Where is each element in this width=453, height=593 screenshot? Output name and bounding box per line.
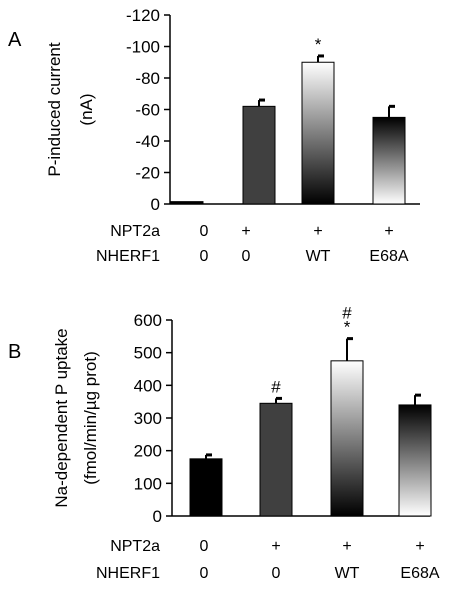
bar-b-1 [259,402,293,517]
panel-label-b: B [8,341,21,363]
y-tick-label-a-1: -20 [135,164,160,183]
condition-value-b-0-0: 0 [200,538,209,555]
y-tick-label-a-2: -40 [135,132,160,151]
significance-mark-b-2-1: * [344,318,351,337]
y-tick-label-a-3: -60 [135,101,160,120]
bar-a-0 [170,201,204,205]
condition-value-a-1-3: E68A [369,248,408,265]
y-tick-label-b-2: 200 [134,442,162,461]
condition-value-a-0-3: + [384,223,393,240]
y-tick-label-a-0: 0 [151,195,160,214]
condition-label-a-1: NHERF1 [96,248,160,265]
condition-value-a-1-0: 0 [200,248,209,265]
bar-b-0 [189,458,223,517]
y-tick-label-b-5: 500 [134,344,162,363]
y-axis-title-b: Na-dependent P uptake [52,328,71,507]
panel-a-chart: A 0 -20 -40 -60 -80 -100 -120 P-induced current (… [8,6,420,265]
significance-mark-a-2-0: * [315,35,322,54]
condition-value-a-0-1: + [241,223,250,240]
bar-a-3 [372,116,406,205]
bar-a-1 [242,105,276,205]
condition-label-b-1: NHERF1 [96,565,160,582]
bar-a-2 [301,61,335,205]
condition-value-a-0-2: + [313,223,322,240]
condition-value-b-1-0: 0 [200,565,209,582]
bar-b-2 [330,360,364,517]
y-axis-unit-a: (nA) [77,93,96,125]
condition-value-b-1-2: WT [335,565,360,582]
y-tick-label-a-6: -120 [126,6,160,25]
y-tick-label-b-6: 600 [134,311,162,330]
y-axis-title-a: P-induced current [45,42,64,176]
condition-value-a-1-1: 0 [242,248,251,265]
panel-label-a: A [8,29,22,51]
significance-mark-b-2-0: # [342,304,352,323]
condition-value-b-0-3: + [415,538,424,555]
y-tick-label-b-0: 0 [153,507,162,526]
y-tick-label-b-3: 300 [134,409,162,428]
condition-label-b-0: NPT2a [110,538,160,555]
panel-b-chart: B 0 100 200 300 400 500 600 Na-dependent P uptak… [8,304,440,582]
y-axis-unit-b: (fmol/min/µg prot) [81,351,100,485]
y-tick-label-a-4: -80 [135,69,160,88]
y-tick-label-a-5: -100 [126,38,160,57]
condition-value-b-1-3: E68A [400,565,439,582]
y-tick-label-b-1: 100 [134,474,162,493]
condition-value-b-1-1: 0 [272,565,281,582]
condition-value-a-1-2: WT [306,248,331,265]
condition-value-b-0-1: + [271,538,280,555]
condition-value-a-0-0: 0 [200,223,209,240]
condition-value-b-0-2: + [342,538,351,555]
bar-b-3 [398,404,432,517]
y-tick-label-b-4: 400 [134,376,162,395]
condition-label-a-0: NPT2a [110,223,160,240]
significance-mark-b-1-0: # [271,377,281,396]
